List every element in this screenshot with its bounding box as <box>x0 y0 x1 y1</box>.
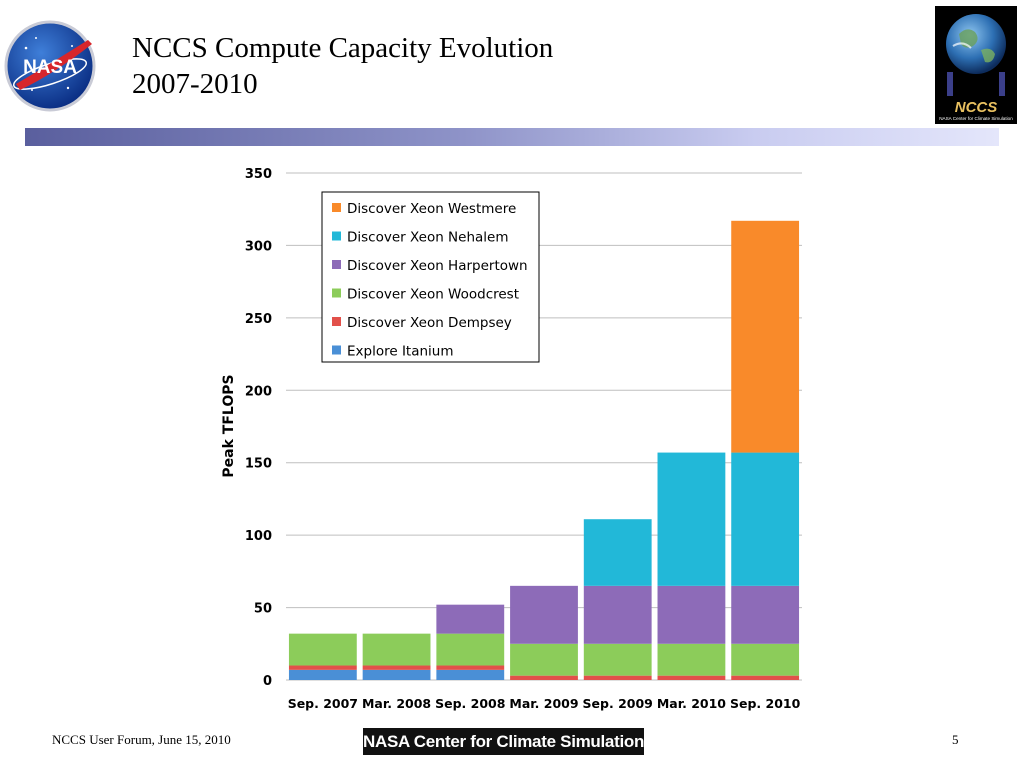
legend-label: Explore Itanium <box>347 344 454 360</box>
bar-segment <box>657 452 726 586</box>
y-tick-label: 100 <box>245 529 272 544</box>
footer-nccs-brand: NASA Center for Climate Simulation <box>363 728 644 755</box>
y-tick-label: 250 <box>245 312 272 327</box>
bar-segment <box>583 643 652 676</box>
nasa-logo-text: NASA <box>23 57 77 78</box>
legend-box <box>321 191 540 363</box>
y-tick-label: 200 <box>245 384 272 399</box>
y-tick-label: 300 <box>245 239 272 254</box>
title-divider-bar <box>25 128 999 146</box>
legend-swatch <box>332 203 341 212</box>
x-tick-label: Sep. 2007 <box>288 696 358 711</box>
bar-segment <box>731 585 800 644</box>
bar-segment <box>288 669 357 680</box>
footer-event-text: NCCS User Forum, June 15, 2010 <box>52 732 231 747</box>
y-tick-label: 150 <box>245 457 272 472</box>
bar-segment <box>436 604 505 634</box>
bar-segment <box>436 669 505 680</box>
bar-segment <box>510 643 578 676</box>
bar-segment <box>731 220 800 453</box>
bar-segment <box>436 665 505 670</box>
slide-title: NCCS Compute Capacity Evolution 2007-201… <box>132 30 553 102</box>
slide-title-line1: NCCS Compute Capacity Evolution <box>132 32 554 64</box>
page-number: 5 <box>952 732 959 747</box>
y-tick-label: 0 <box>263 674 272 689</box>
legend-swatch <box>332 317 341 326</box>
nccs-logo: NCCS NASA Center for Climate Simulation <box>935 6 1017 124</box>
slide-title-line2: 2007-2010 <box>132 68 258 100</box>
legend-label: Discover Xeon Westmere <box>347 201 516 217</box>
bar-segment <box>657 675 726 680</box>
bar-segment <box>436 633 505 666</box>
y-axis-label: Peak TFLOPS <box>221 374 237 477</box>
bar-segment <box>731 452 800 586</box>
bar-segment <box>731 675 800 680</box>
legend-label: Discover Xeon Nehalem <box>347 230 509 246</box>
legend-swatch <box>332 345 341 355</box>
x-tick-label: Sep. 2009 <box>583 696 653 711</box>
legend-swatch <box>332 288 341 298</box>
nccs-logo-subtext: NASA Center for Climate Simulation <box>939 116 1013 121</box>
nasa-logo: NASA <box>4 20 96 112</box>
legend-swatch <box>332 231 341 241</box>
bar-segment <box>731 643 800 676</box>
x-tick-label: Mar. 2008 <box>362 696 431 711</box>
bar-segment <box>583 675 652 680</box>
bar-segment <box>583 585 652 644</box>
nccs-logo-text: NCCS <box>955 99 998 116</box>
bar-segment <box>510 675 578 680</box>
bar-segment <box>657 585 726 644</box>
bar-segment <box>362 665 431 670</box>
bar-segment <box>510 585 578 644</box>
capacity-bar-chart: 0 50 100 150 200 250 300 350 Sep. 2007 Mar. 2008… <box>212 156 812 716</box>
bar-segment <box>657 643 726 676</box>
x-tick-label: Sep. 2010 <box>730 696 801 711</box>
x-tick-label: Sep. 2008 <box>435 696 505 711</box>
legend-label: Discover Xeon Harpertown <box>347 258 528 274</box>
legend-swatch <box>332 260 341 269</box>
chart-legend: Discover Xeon Westmere Discover Xeon Neha… <box>321 191 540 363</box>
x-tick-label: Mar. 2009 <box>509 696 578 711</box>
legend-label: Discover Xeon Woodcrest <box>347 287 519 303</box>
x-tick-label: Mar. 2010 <box>657 696 726 711</box>
bar-segment <box>288 633 357 666</box>
bar-segment <box>362 633 431 666</box>
bar-segment <box>288 665 357 670</box>
bar-segment <box>583 519 652 586</box>
legend-label: Discover Xeon Dempsey <box>347 315 512 331</box>
bar-segment <box>362 669 431 680</box>
y-tick-label: 350 <box>245 167 272 182</box>
y-tick-label: 50 <box>254 602 272 617</box>
